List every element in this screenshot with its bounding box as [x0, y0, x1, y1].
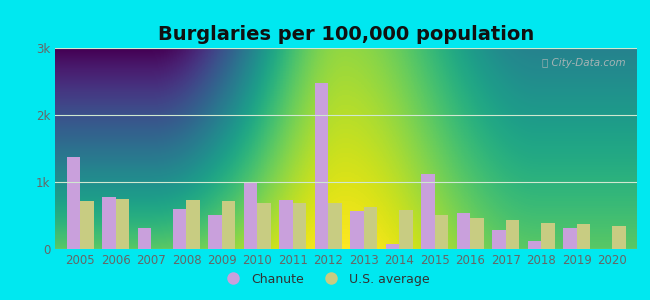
Bar [173, 209, 187, 249]
Text: ⓘ City-Data.com: ⓘ City-Data.com [541, 58, 625, 68]
Title: Burglaries per 100,000 population: Burglaries per 100,000 population [158, 25, 534, 44]
Bar [116, 200, 129, 249]
Bar [257, 203, 271, 249]
Bar [399, 210, 413, 249]
Bar [528, 241, 541, 249]
Bar [328, 203, 342, 249]
Bar [364, 208, 378, 249]
Bar [435, 215, 448, 249]
Bar [577, 224, 590, 249]
Bar [280, 200, 293, 249]
Bar [209, 215, 222, 249]
Bar [293, 203, 306, 249]
Bar [492, 230, 506, 249]
Bar [386, 244, 399, 249]
Bar [315, 83, 328, 249]
Bar [612, 226, 626, 249]
Bar [66, 157, 80, 249]
Bar [187, 200, 200, 249]
Bar [102, 197, 116, 249]
Bar [421, 174, 435, 249]
Bar [138, 228, 151, 249]
Bar [244, 182, 257, 249]
Bar [350, 211, 364, 249]
Bar [541, 223, 554, 249]
Bar [222, 201, 235, 249]
Legend: Chanute, U.S. average: Chanute, U.S. average [216, 268, 434, 291]
Bar [80, 201, 94, 249]
Bar [506, 220, 519, 249]
Bar [563, 228, 577, 249]
Bar [457, 214, 471, 249]
Bar [471, 218, 484, 249]
